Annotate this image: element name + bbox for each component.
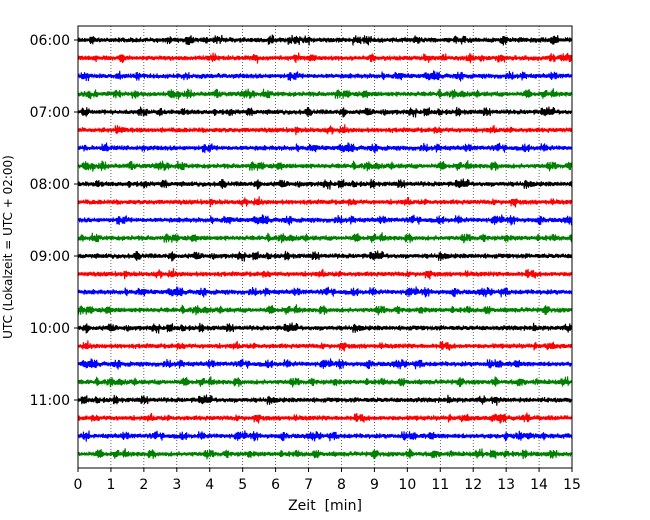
x-tick-label: 9	[370, 477, 379, 493]
x-tick-label: 6	[271, 477, 280, 493]
plot-background	[78, 26, 572, 468]
y-tick-label: 06:00	[30, 33, 70, 49]
trace-0900	[77, 250, 573, 262]
x-axis-label: Zeit [min]	[288, 498, 362, 514]
x-tick-label: 3	[172, 477, 181, 493]
y-tick-label: 09:00	[30, 249, 70, 265]
trace-0930	[77, 286, 573, 298]
trace-0830	[77, 214, 573, 226]
trace-1045	[77, 376, 573, 388]
y-tick-label: 07:00	[30, 105, 70, 121]
trace-0845	[77, 232, 573, 244]
trace-1000	[77, 322, 573, 334]
x-tick-label: 2	[139, 477, 148, 493]
x-tick-label: 13	[497, 477, 515, 493]
trace-0630	[77, 70, 573, 82]
trace-1030	[77, 358, 573, 370]
trace-0615	[77, 52, 573, 64]
x-tick-label: 4	[205, 477, 214, 493]
y-axis-ticks: 06:00 07:00 08:00 09:00 10:00 11:00	[30, 33, 78, 409]
trace-0700	[77, 106, 573, 118]
x-tick-label: 10	[398, 477, 416, 493]
y-tick-label: 10:00	[30, 321, 70, 337]
trace-0645	[77, 88, 573, 100]
plot-frame	[77, 25, 573, 469]
trace-1015	[77, 340, 573, 352]
x-tick-label: 0	[74, 477, 83, 493]
x-tick-label: 1	[106, 477, 115, 493]
x-axis-ticks: 0 1 2 3 4 5 6 7 8 9 10 11 12 13 14 15	[74, 468, 581, 493]
x-tick-label: 15	[563, 477, 581, 493]
trace-1100	[77, 394, 573, 406]
x-tick-label: 11	[431, 477, 449, 493]
y-tick-label: 11:00	[30, 393, 70, 409]
y-axis-label: UTC (Lokalzeit = UTC + 02:00)	[1, 155, 15, 339]
trace-0600	[77, 34, 573, 46]
trace-1130	[77, 430, 573, 442]
trace-0815	[77, 196, 573, 208]
trace-0800	[77, 178, 573, 190]
trace-1115	[77, 412, 573, 424]
trace-1145	[77, 448, 573, 460]
trace-0745	[77, 160, 573, 172]
trace-0730	[77, 142, 573, 154]
x-tick-label: 14	[530, 477, 548, 493]
trace-0945	[77, 304, 573, 316]
x-tick-label: 8	[337, 477, 346, 493]
y-tick-label: 08:00	[30, 177, 70, 193]
trace-0715	[77, 124, 573, 136]
x-tick-label: 7	[304, 477, 313, 493]
x-tick-label: 12	[464, 477, 482, 493]
trace-0915	[77, 268, 573, 280]
x-tick-label: 5	[238, 477, 247, 493]
trace-layer	[77, 34, 573, 460]
